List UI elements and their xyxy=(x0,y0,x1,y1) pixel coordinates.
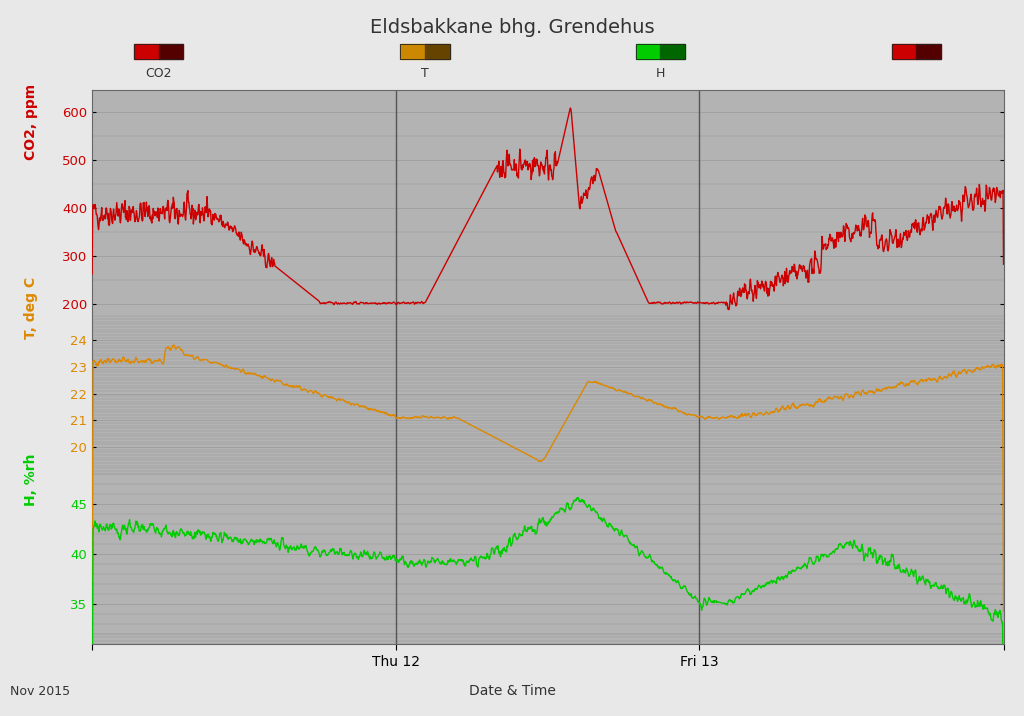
Text: Nov 2015: Nov 2015 xyxy=(10,685,71,698)
Text: T, deg C: T, deg C xyxy=(24,277,38,339)
Text: Date & Time: Date & Time xyxy=(469,684,555,698)
Text: H, %rh: H, %rh xyxy=(24,453,38,506)
Text: CO2, ppm: CO2, ppm xyxy=(24,84,38,160)
Text: H: H xyxy=(655,67,666,80)
Text: T: T xyxy=(421,67,429,80)
Text: Eldsbakkane bhg. Grendehus: Eldsbakkane bhg. Grendehus xyxy=(370,18,654,37)
Text: CO2: CO2 xyxy=(145,67,172,80)
